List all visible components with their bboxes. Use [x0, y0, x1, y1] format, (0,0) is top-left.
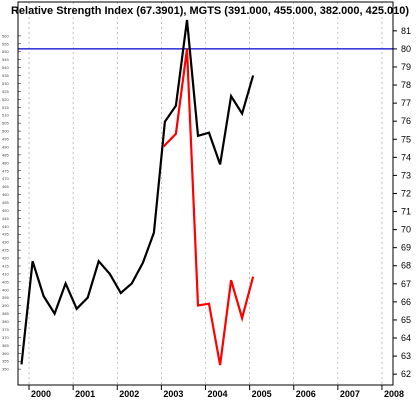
left-tick-label: 455: [2, 200, 9, 205]
left-tick-label: 360: [2, 351, 9, 356]
right-tick-label: 68: [401, 261, 411, 271]
left-tick-label: 465: [2, 184, 9, 189]
left-tick-label: 405: [2, 279, 9, 284]
right-tick-label: 81: [401, 26, 411, 36]
right-tick-label: 73: [401, 170, 411, 180]
right-tick-label: 62: [401, 369, 411, 379]
right-tick-label: 64: [401, 333, 411, 343]
left-tick-label: 395: [2, 295, 9, 300]
right-tick-label: 78: [401, 80, 411, 90]
left-tick-label: 355: [2, 359, 9, 364]
left-tick-label: 500: [2, 129, 9, 134]
left-tick-label: 365: [2, 343, 9, 348]
x-tick-label: 2005: [252, 389, 272, 399]
left-tick-label: 385: [2, 311, 9, 316]
x-tick-label: 2003: [163, 389, 183, 399]
left-tick-label: 535: [2, 73, 9, 78]
left-tick-label: 425: [2, 248, 9, 253]
right-tick-label: 75: [401, 134, 411, 144]
left-tick-label: 490: [2, 144, 9, 149]
right-tick-label: 70: [401, 225, 411, 235]
left-tick-label: 550: [2, 49, 9, 54]
right-tick-label: 67: [401, 279, 411, 289]
left-tick-label: 435: [2, 232, 9, 237]
left-tick-label: 470: [2, 176, 9, 181]
right-tick-label: 71: [401, 207, 411, 217]
left-tick-label: 520: [2, 97, 9, 102]
x-tick-label: 2002: [119, 389, 139, 399]
right-tick-label: 63: [401, 351, 411, 361]
left-tick-label: 495: [2, 137, 9, 142]
left-tick-label: 450: [2, 208, 9, 213]
price-line: [20, 19, 255, 365]
left-tick-label: 555: [2, 41, 9, 46]
right-tick-label: 66: [401, 297, 411, 307]
left-tick-label: 480: [2, 160, 9, 165]
left-tick-label: 540: [2, 65, 9, 70]
right-tick-label: 77: [401, 98, 411, 108]
left-tick-label: 515: [2, 105, 9, 110]
left-tick-label: 370: [2, 335, 9, 340]
right-tick-label: 69: [401, 243, 411, 253]
left-tick-label: 530: [2, 81, 9, 86]
left-tick-label: 505: [2, 121, 9, 126]
left-tick-label: 545: [2, 57, 9, 62]
x-tick-label: 2007: [340, 389, 360, 399]
x-tick-label: 2008: [384, 389, 404, 399]
left-tick-label: 390: [2, 303, 9, 308]
x-tick-label: 2001: [75, 389, 95, 399]
left-tick-label: 420: [2, 256, 9, 261]
right-tick-label: 76: [401, 116, 411, 126]
right-tick-label: 72: [401, 188, 411, 198]
left-tick-label: 475: [2, 168, 9, 173]
left-tick-label: 375: [2, 327, 9, 332]
x-tick-label: 2006: [296, 389, 316, 399]
x-tick-label: 2004: [208, 389, 228, 399]
left-tick-label: 445: [2, 216, 9, 221]
axes: 2000 2001 2002 2003 2004 2005 2006 2007 2008 62 63…: [2, 1, 411, 399]
left-tick-label: 440: [2, 224, 9, 229]
chart-title: Relative Strength Index (67.3901), MGTS …: [11, 5, 409, 17]
left-tick-label: 410: [2, 271, 9, 276]
left-tick-label: 525: [2, 89, 9, 94]
left-tick-label: 560: [2, 33, 9, 38]
x-tick-label: 2000: [31, 389, 51, 399]
left-tick-label: 510: [2, 113, 9, 118]
left-tick-label: 400: [2, 287, 9, 292]
left-tick-label: 415: [2, 263, 9, 268]
right-tick-label: 74: [401, 152, 411, 162]
series-group: [20, 19, 255, 366]
left-tick-label: 350: [2, 367, 9, 372]
grid: [28, 2, 383, 385]
right-tick-label: 65: [401, 315, 411, 325]
left-tick-label: 380: [2, 319, 9, 324]
left-tick-label: 485: [2, 152, 9, 157]
right-tick-label: 79: [401, 62, 411, 72]
left-tick-label: 460: [2, 192, 9, 197]
left-tick-label: 430: [2, 240, 9, 245]
right-tick-label: 80: [401, 44, 411, 54]
